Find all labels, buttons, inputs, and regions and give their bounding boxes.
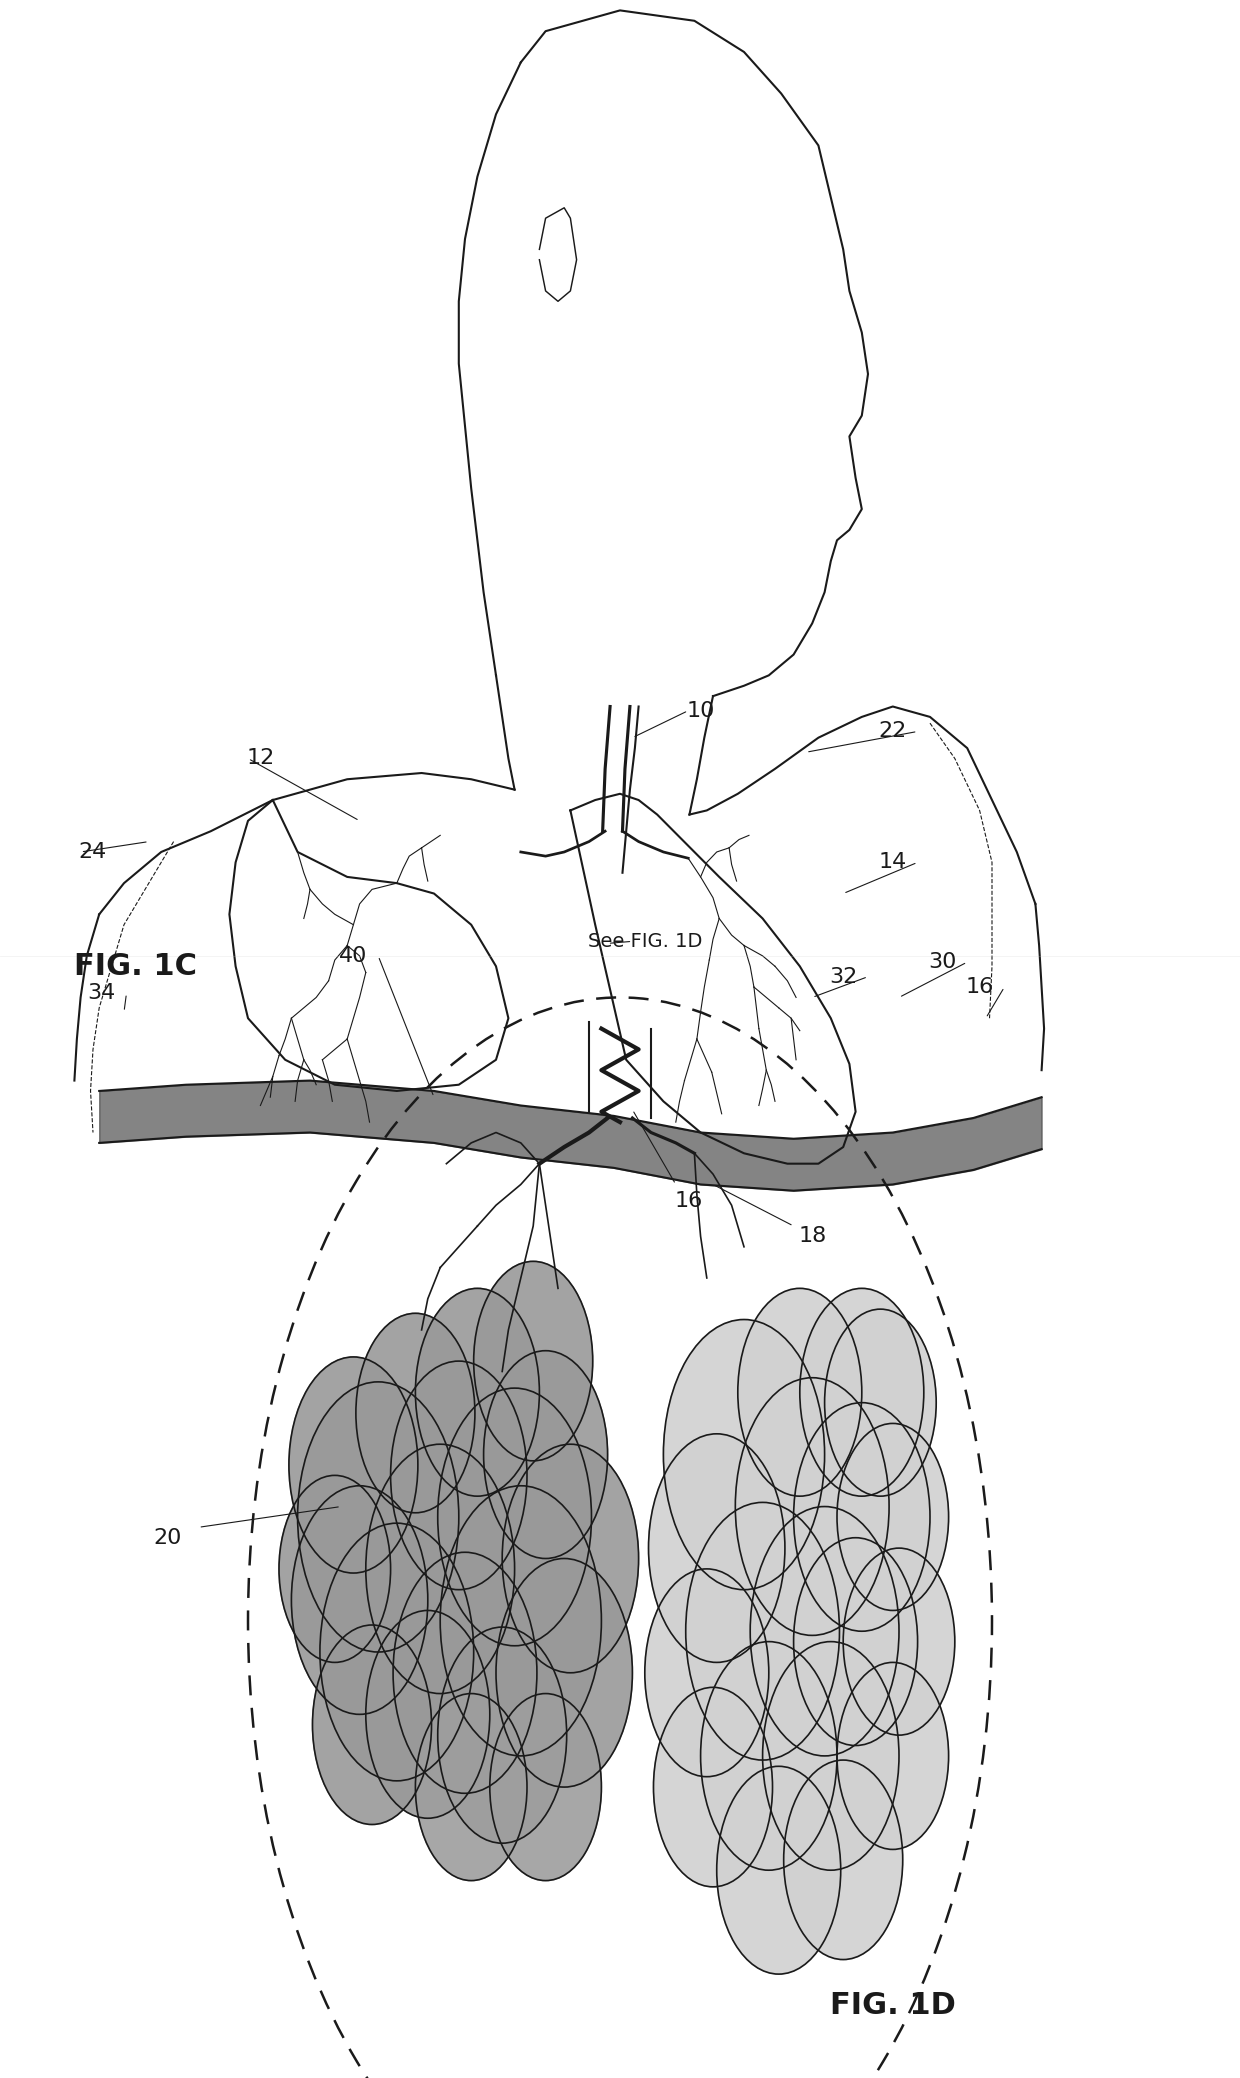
Circle shape [502, 1444, 639, 1673]
Circle shape [474, 1261, 593, 1461]
Text: 24: 24 [79, 842, 107, 862]
Text: 32: 32 [830, 966, 857, 987]
Text: 22: 22 [879, 721, 906, 742]
Circle shape [653, 1687, 773, 1887]
Circle shape [825, 1309, 936, 1496]
Text: 20: 20 [154, 1527, 181, 1548]
Circle shape [393, 1552, 537, 1793]
Circle shape [763, 1642, 899, 1870]
Text: 40: 40 [340, 945, 367, 966]
Circle shape [356, 1313, 475, 1513]
Circle shape [663, 1320, 825, 1590]
Circle shape [312, 1625, 432, 1824]
Circle shape [484, 1351, 608, 1558]
Circle shape [391, 1361, 527, 1590]
Circle shape [291, 1486, 428, 1714]
Text: 10: 10 [687, 700, 714, 721]
Circle shape [440, 1486, 601, 1756]
Circle shape [279, 1475, 391, 1662]
Circle shape [794, 1403, 930, 1631]
Text: 16: 16 [675, 1191, 702, 1211]
Circle shape [415, 1288, 539, 1496]
Circle shape [843, 1548, 955, 1735]
Text: 30: 30 [929, 952, 956, 973]
Circle shape [701, 1642, 837, 1870]
Text: FIG. 1D: FIG. 1D [830, 1991, 956, 2020]
Circle shape [837, 1423, 949, 1610]
Circle shape [645, 1569, 769, 1777]
Circle shape [366, 1444, 515, 1694]
Circle shape [496, 1558, 632, 1787]
Circle shape [298, 1382, 459, 1652]
Text: FIG. 1C: FIG. 1C [74, 952, 197, 981]
Circle shape [837, 1662, 949, 1849]
Circle shape [438, 1627, 567, 1843]
Circle shape [717, 1766, 841, 1974]
Text: 34: 34 [88, 983, 115, 1004]
Text: See FIG. 1D: See FIG. 1D [588, 931, 702, 952]
Circle shape [438, 1388, 591, 1646]
Circle shape [784, 1760, 903, 1960]
Circle shape [750, 1507, 899, 1756]
Circle shape [686, 1502, 839, 1760]
Circle shape [490, 1694, 601, 1881]
Circle shape [738, 1288, 862, 1496]
Circle shape [649, 1434, 785, 1662]
Text: 16: 16 [966, 977, 993, 997]
Circle shape [289, 1357, 418, 1573]
Circle shape [735, 1378, 889, 1635]
Text: 12: 12 [247, 748, 274, 769]
Text: 14: 14 [879, 852, 906, 873]
Text: 18: 18 [799, 1226, 826, 1247]
Circle shape [320, 1523, 474, 1781]
Circle shape [800, 1288, 924, 1496]
Circle shape [366, 1610, 490, 1818]
Circle shape [415, 1694, 527, 1881]
Circle shape [794, 1538, 918, 1746]
